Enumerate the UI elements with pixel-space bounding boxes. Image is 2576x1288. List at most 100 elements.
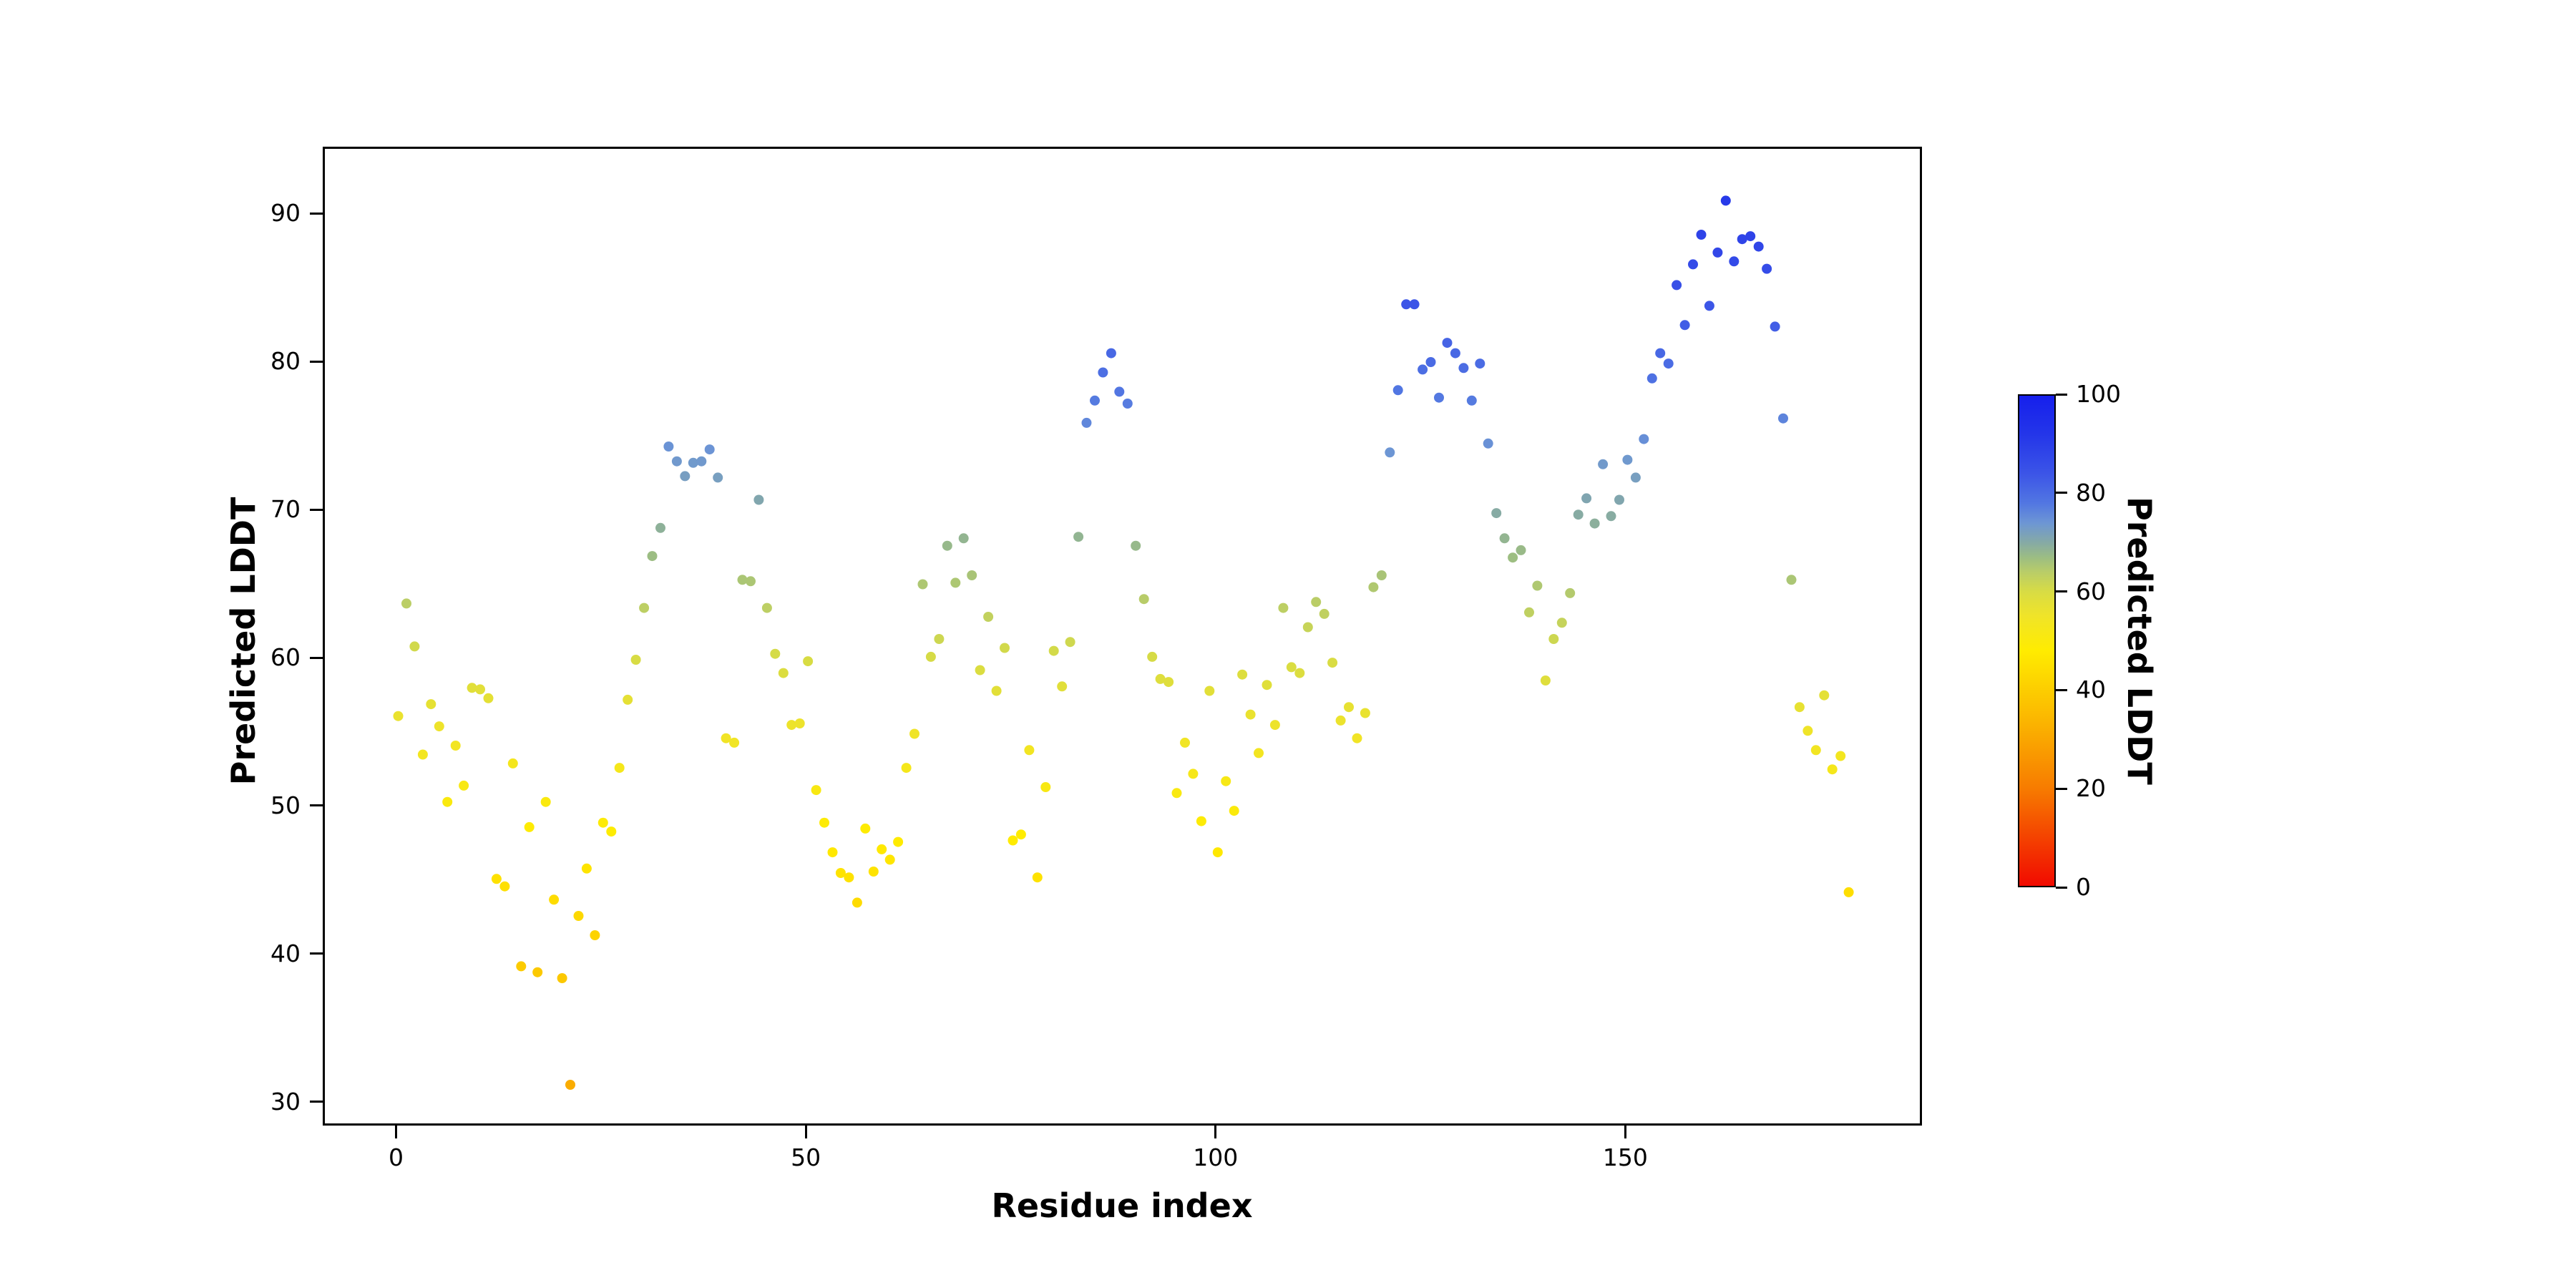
data-point [1573,509,1584,520]
data-point [1269,720,1280,731]
data-point [1073,532,1084,542]
data-point [1262,680,1272,691]
data-point [1409,299,1420,310]
x-axis-tick [804,1126,807,1138]
y-axis-tick [310,952,323,955]
data-point [491,874,502,884]
data-point [803,656,814,667]
data-point [835,868,846,878]
colorbar-tick-label: 20 [2076,774,2106,803]
data-point [1466,395,1477,406]
data-point [606,826,617,837]
y-axis-tick [310,804,323,807]
data-point [1015,829,1026,840]
colorbar-tick-label: 80 [2076,478,2106,507]
data-point [1418,364,1428,375]
colorbar-label: Predicted LDDT [2120,496,2159,785]
data-point [909,728,919,739]
data-point [671,456,682,467]
data-point [1745,231,1756,242]
x-tick-label: 100 [1193,1143,1239,1171]
data-point [1499,533,1510,544]
data-point [1245,709,1256,720]
y-axis-tick [310,212,323,215]
y-axis-tick [310,656,323,659]
x-axis-tick [395,1126,397,1138]
data-point [877,844,887,854]
data-point [1344,702,1354,713]
data-point [868,867,879,877]
data-point [819,817,829,828]
data-point [811,785,821,796]
data-point [1360,708,1370,718]
data-point [893,836,904,847]
data-point [1171,788,1182,799]
y-tick-label: 50 [270,791,301,819]
colorbar [2018,394,2056,887]
data-point [1696,230,1707,240]
data-point [1589,518,1600,529]
data-point [1065,637,1075,648]
y-axis-tick [310,360,323,363]
data-point [860,823,871,834]
data-point [696,456,707,467]
data-point [1278,602,1289,613]
colorbar-tick [2056,393,2067,396]
data-point [1827,764,1838,775]
data-point [1639,434,1649,444]
x-tick-label: 150 [1602,1143,1648,1171]
data-point [753,494,764,505]
data-point [1753,241,1764,252]
x-tick-label: 0 [389,1143,404,1171]
data-point [1672,280,1682,291]
data-point [1048,645,1059,656]
data-point [1540,675,1551,686]
data-point [1131,540,1141,551]
y-axis-tick [310,1101,323,1103]
colorbar-tick [2056,492,2067,494]
data-point [761,602,772,613]
data-point [1729,256,1740,267]
y-tick-label: 70 [270,495,301,524]
data-point [770,648,781,659]
data-point [1204,686,1215,696]
data-point [1180,737,1190,748]
data-point [1655,348,1666,358]
data-point [557,973,567,983]
y-tick-label: 30 [270,1087,301,1116]
data-point [1712,247,1723,258]
data-point [1229,806,1239,816]
data-point [1704,301,1714,311]
colorbar-tick [2056,787,2067,790]
data-point [1335,715,1346,726]
data-point [713,472,723,483]
data-point [1319,608,1330,619]
data-point [950,577,961,588]
data-point [1188,769,1199,779]
data-point [794,718,805,728]
data-point [639,602,650,613]
scatter-plot [393,195,1854,1090]
data-point [917,579,928,590]
data-point [1138,594,1149,605]
x-axis-label: Residue index [991,1186,1253,1225]
data-point [1237,669,1248,680]
data-point [704,444,715,455]
data-point [1106,348,1116,358]
data-point [1024,745,1035,756]
data-point [1098,367,1108,378]
colorbar-tick [2056,688,2067,691]
data-point [1581,493,1592,504]
data-point [655,522,665,533]
y-tick-label: 80 [270,347,301,376]
data-point [1491,508,1502,519]
colorbar-tick-label: 60 [2076,577,2106,605]
data-point [1254,748,1264,758]
data-point [516,961,527,972]
y-tick-label: 90 [270,199,301,228]
data-point [1392,385,1403,396]
colorbar-gradient [2019,396,2054,886]
data-point [1720,195,1731,206]
data-point [1221,776,1231,786]
